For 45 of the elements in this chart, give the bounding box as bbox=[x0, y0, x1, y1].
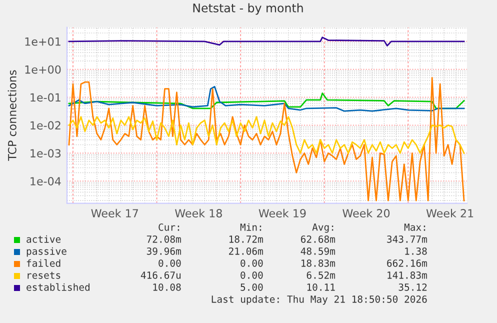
text: 62.68m bbox=[300, 235, 336, 243]
text: Cur: bbox=[158, 223, 180, 231]
text: 10.08 bbox=[153, 283, 181, 291]
y-tick-label: 1e+01 bbox=[25, 37, 60, 46]
text: 5.00 bbox=[240, 283, 263, 291]
text: 141.83m bbox=[388, 271, 427, 279]
x-tick-label: Week 19 bbox=[258, 208, 306, 218]
text: 18.72m bbox=[229, 235, 263, 243]
line-series bbox=[68, 116, 465, 154]
legend-label: active bbox=[26, 235, 61, 243]
text: 1.38 bbox=[405, 247, 427, 255]
legend-label: failed bbox=[26, 259, 60, 267]
y-tick-label: 1e-03 bbox=[30, 149, 61, 158]
x-tick-label: Week 18 bbox=[174, 208, 222, 218]
text: 0.00 bbox=[240, 271, 263, 279]
text: 0.00 bbox=[240, 259, 263, 267]
text: 18.83m bbox=[302, 259, 336, 267]
text: 48.59m bbox=[300, 247, 336, 255]
y-axis-title: TCP connections bbox=[8, 70, 16, 161]
text: Last update: Thu May 21 18:50:50 2026 bbox=[212, 295, 427, 305]
text: 6.52m bbox=[306, 271, 336, 279]
chart-title: Netstat - by month bbox=[193, 3, 303, 15]
legend-label: passive bbox=[26, 247, 66, 257]
text: 10.11 bbox=[307, 283, 335, 291]
y-tick-label: 1e-02 bbox=[30, 121, 60, 130]
text: 35.12 bbox=[398, 283, 427, 291]
y-tick-label: 1e-04 bbox=[30, 177, 61, 186]
x-tick-label: Week 21 bbox=[426, 208, 474, 218]
text: 662.16m bbox=[387, 259, 427, 267]
y-tick-label: 1e-01 bbox=[30, 93, 60, 102]
text: 72.08m bbox=[146, 235, 181, 243]
text: Avg: bbox=[312, 224, 334, 233]
text: 343.77m bbox=[387, 235, 427, 243]
text: 39.96m bbox=[146, 247, 181, 255]
legend-label: established bbox=[26, 283, 90, 291]
text: Min: bbox=[240, 223, 262, 231]
text: 0.00 bbox=[158, 259, 181, 267]
legend-label: resets bbox=[28, 272, 60, 279]
text: 21.06m bbox=[229, 247, 263, 255]
x-tick-label: Week 17 bbox=[91, 208, 138, 218]
y-tick-label: 1e+00 bbox=[25, 65, 61, 74]
text: 416.67u bbox=[140, 271, 181, 279]
text: Max: bbox=[404, 224, 426, 231]
line-series bbox=[68, 77, 465, 202]
x-tick-label: Week 20 bbox=[342, 208, 390, 218]
